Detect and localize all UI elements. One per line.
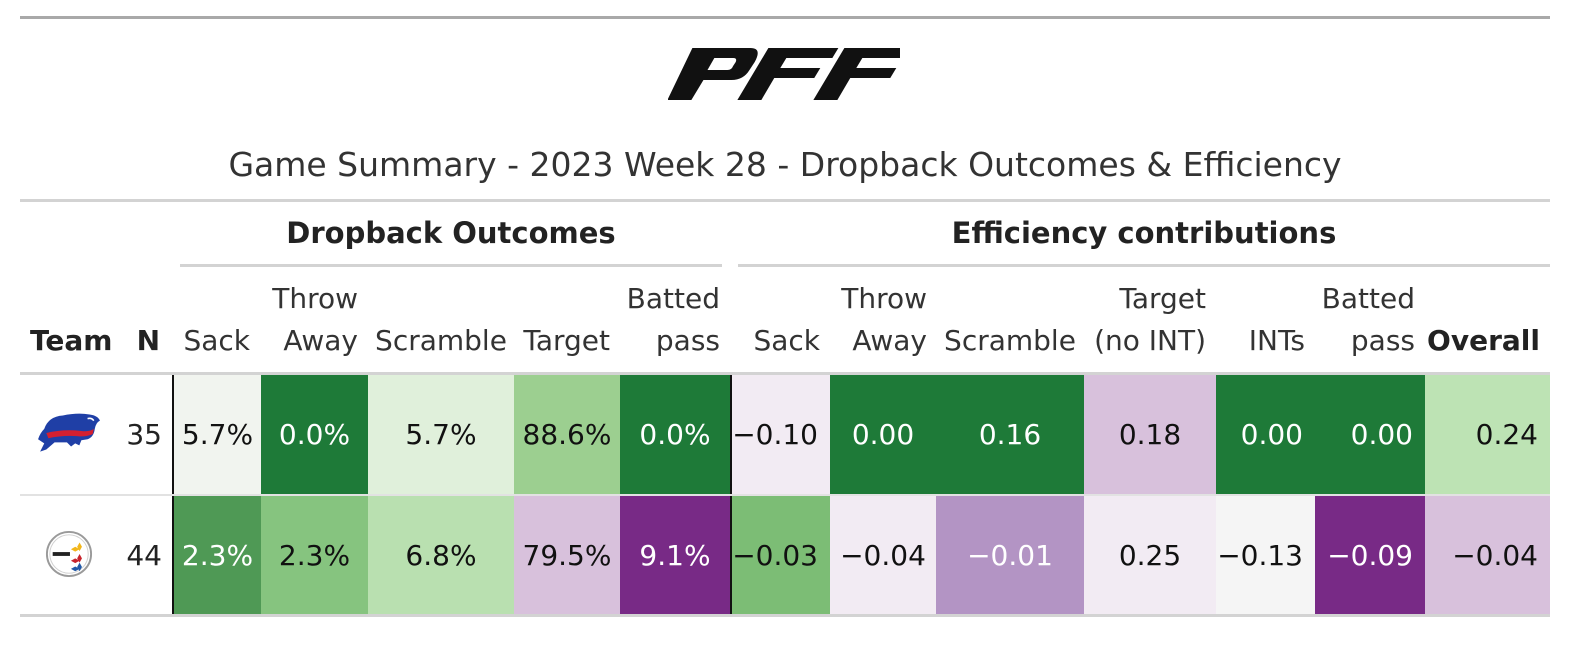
table-title: Game Summary - 2023 Week 28 - Dropback O… bbox=[228, 145, 1342, 184]
cell-eff-batted-pass: −0.09 bbox=[1315, 496, 1425, 615]
group-rule-dropback bbox=[180, 264, 722, 267]
cell-sack: 2.3% bbox=[174, 496, 261, 615]
cell-eff-throw-away: −0.04 bbox=[830, 496, 936, 615]
cell-eff-target: 0.25 bbox=[1084, 496, 1216, 615]
cell-eff-sack: −0.10 bbox=[732, 375, 830, 494]
pff-logo bbox=[668, 48, 900, 100]
cell-eff-batted-pass: 0.00 bbox=[1315, 375, 1425, 494]
col-header-eff-batted-pass: Batted pass bbox=[1321, 282, 1415, 357]
group-label-dropback: Dropback Outcomes bbox=[286, 216, 616, 250]
col-header-eff-throw-away: Throw Away bbox=[841, 282, 927, 357]
pittsburgh-steelers-logo-icon bbox=[45, 530, 93, 578]
col-header-eff-scramble: Scramble bbox=[944, 324, 1076, 357]
cell-batted-pass: 9.1% bbox=[620, 496, 730, 615]
cell-eff-ints: −0.13 bbox=[1216, 496, 1315, 615]
group-label-efficiency: Efficiency contributions bbox=[951, 216, 1337, 250]
cell-eff-target: 0.18 bbox=[1084, 375, 1216, 494]
cell-sack: 5.7% bbox=[174, 375, 261, 494]
col-header-target: Target bbox=[523, 324, 610, 357]
top-rule bbox=[20, 16, 1550, 19]
header-rule bbox=[20, 372, 1550, 375]
cell-eff-ints: 0.00 bbox=[1216, 375, 1315, 494]
cell-target: 79.5% bbox=[514, 496, 620, 615]
cell-eff-overall: −0.04 bbox=[1425, 496, 1550, 615]
col-header-eff-ints: INTs bbox=[1248, 324, 1305, 357]
col-header-throw-away: Throw Away bbox=[272, 282, 358, 357]
cell-throw-away: 2.3% bbox=[261, 496, 368, 615]
col-header-sack: Sack bbox=[183, 324, 250, 357]
title-rule bbox=[20, 199, 1550, 202]
group-rule-efficiency bbox=[738, 264, 1550, 267]
col-header-scramble: Scramble bbox=[375, 324, 507, 357]
cell-scramble: 5.7% bbox=[368, 375, 514, 494]
cell-eff-overall: 0.24 bbox=[1425, 375, 1550, 494]
cell-eff-sack: −0.03 bbox=[732, 496, 830, 615]
cell-target: 88.6% bbox=[514, 375, 620, 494]
col-header-batted-pass: Batted pass bbox=[626, 282, 720, 357]
col-header-team: Team bbox=[30, 324, 113, 357]
col-header-n: N bbox=[136, 324, 160, 357]
buffalo-bills-logo-icon bbox=[38, 413, 100, 452]
col-header-eff-target: Target (no INT) bbox=[1094, 282, 1206, 357]
col-header-eff-sack: Sack bbox=[753, 324, 820, 357]
bottom-rule bbox=[20, 614, 1550, 617]
cell-scramble: 6.8% bbox=[368, 496, 514, 615]
cell-eff-throw-away: 0.00 bbox=[830, 375, 936, 494]
cell-throw-away: 0.0% bbox=[261, 375, 368, 494]
cell-batted-pass: 0.0% bbox=[620, 375, 730, 494]
row-rule bbox=[20, 494, 1550, 496]
cell-eff-scramble: −0.01 bbox=[936, 496, 1084, 615]
row-n: 44 bbox=[126, 539, 162, 572]
row-n: 35 bbox=[126, 418, 162, 451]
col-header-eff-overall: Overall bbox=[1427, 324, 1540, 357]
cell-eff-scramble: 0.16 bbox=[936, 375, 1084, 494]
